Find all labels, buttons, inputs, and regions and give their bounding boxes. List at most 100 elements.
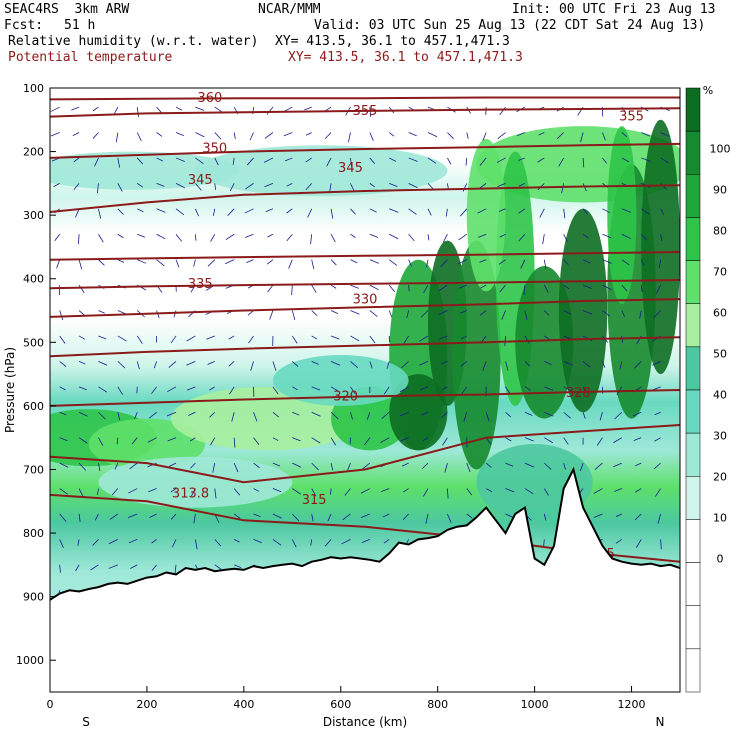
wind-vector: [640, 259, 645, 266]
wind-vector: [194, 234, 197, 241]
colorbar-swatch: [685, 303, 701, 348]
wind-vector: [136, 157, 144, 165]
model-title: SEAC4RS 3km ARW: [4, 2, 130, 17]
wind-vector: [563, 386, 573, 393]
wind-vector: [347, 462, 351, 471]
wind-vector: [98, 463, 101, 472]
theta-contour-label: 355: [353, 104, 378, 119]
wind-vector: [190, 462, 196, 469]
wind-vector: [267, 233, 274, 238]
wind-vector: [427, 132, 438, 138]
theta-contour-label: 360: [198, 91, 223, 106]
wind-vector: [498, 208, 506, 212]
wind-vector: [460, 361, 468, 367]
wind-vector: [654, 437, 661, 442]
wind-vector: [544, 310, 550, 316]
wind-vector: [619, 361, 623, 370]
wind-vector: [524, 310, 528, 320]
wind-vector: [441, 386, 448, 391]
wind-vector: [445, 208, 448, 217]
colorbar-swatch: [685, 476, 701, 520]
wind-vector: [108, 539, 119, 545]
wind-vector: [266, 106, 274, 115]
wind-vector: [563, 208, 566, 219]
wind-vector: [543, 488, 549, 496]
wind-vector: [399, 411, 409, 417]
wind-vector: [440, 259, 448, 268]
wind-vector: [423, 488, 429, 497]
colorbar-swatch: [685, 432, 701, 477]
wind-vector: [563, 411, 572, 419]
wind-vector: [186, 386, 196, 391]
wind-vector: [458, 284, 467, 289]
wind-vector: [94, 513, 99, 521]
wind-vector: [134, 412, 138, 419]
wind-vector: [485, 462, 492, 468]
wind-vector: [97, 488, 99, 496]
wind-vector: [245, 183, 254, 190]
wind-vector: [117, 233, 124, 239]
wind-vector: [109, 513, 119, 520]
wind-vector: [227, 208, 235, 216]
wind-vector: [253, 539, 262, 544]
wind-vector: [621, 284, 628, 292]
wind-vector: [621, 335, 623, 343]
wind-vector: [641, 132, 650, 137]
wind-vector: [71, 106, 80, 111]
wind-vector: [388, 132, 395, 137]
theta-contour: [50, 251, 680, 261]
wind-vector: [156, 208, 166, 213]
wind-vector: [518, 208, 526, 214]
wind-vector: [399, 386, 409, 393]
wind-vector: [344, 488, 351, 496]
wind-vector: [498, 259, 506, 265]
y-axis-label: Pressure (hPa): [3, 347, 17, 433]
colorbar-swatch: [685, 174, 701, 218]
wind-vector: [214, 539, 222, 547]
wind-vector: [556, 132, 564, 140]
y-tick-label: 700: [23, 463, 44, 476]
wind-vector: [77, 539, 80, 546]
wind-vector: [602, 208, 610, 213]
wind-vector: [505, 488, 515, 493]
wind-vector: [148, 488, 157, 493]
wind-vector: [479, 157, 487, 166]
theta-contour-label: 330: [353, 293, 378, 308]
wind-vector: [497, 132, 506, 140]
wind-vector: [108, 564, 118, 569]
theta-contour: [50, 298, 680, 318]
wind-vector: [193, 259, 196, 267]
colorbar-tick-label: 40: [713, 389, 727, 402]
wind-vector: [653, 310, 661, 319]
wind-vector: [114, 462, 119, 470]
wind-vector: [369, 107, 372, 117]
wind-vector: [291, 539, 297, 548]
wind-vector: [501, 310, 506, 320]
wind-vector: [136, 132, 142, 142]
y-tick-label: 100: [23, 82, 44, 95]
wind-vector: [291, 310, 296, 321]
wind-vector: [92, 539, 99, 546]
wind-vector: [485, 412, 490, 422]
wind-vector: [195, 208, 199, 217]
theta-contour: [50, 389, 680, 407]
wind-vector: [117, 361, 126, 369]
wind-vector: [482, 132, 487, 142]
wind-vector: [330, 463, 334, 471]
wind-vector: [292, 462, 302, 468]
wind-vector: [596, 437, 603, 446]
wind-vector: [131, 437, 138, 445]
wind-vector: [59, 335, 66, 344]
wind-vector: [389, 233, 399, 240]
wind-vector: [402, 513, 409, 520]
wind-vector: [98, 361, 108, 366]
wind-vector: [207, 259, 216, 267]
wind-vector: [350, 335, 360, 342]
wind-vector: [621, 259, 630, 266]
wind-vector: [561, 183, 565, 194]
x-axis-label: Distance (km): [323, 715, 407, 729]
rh-blob: [272, 355, 409, 406]
wind-vector: [234, 564, 242, 568]
wind-vector: [389, 157, 397, 162]
wind-vector: [401, 361, 409, 369]
